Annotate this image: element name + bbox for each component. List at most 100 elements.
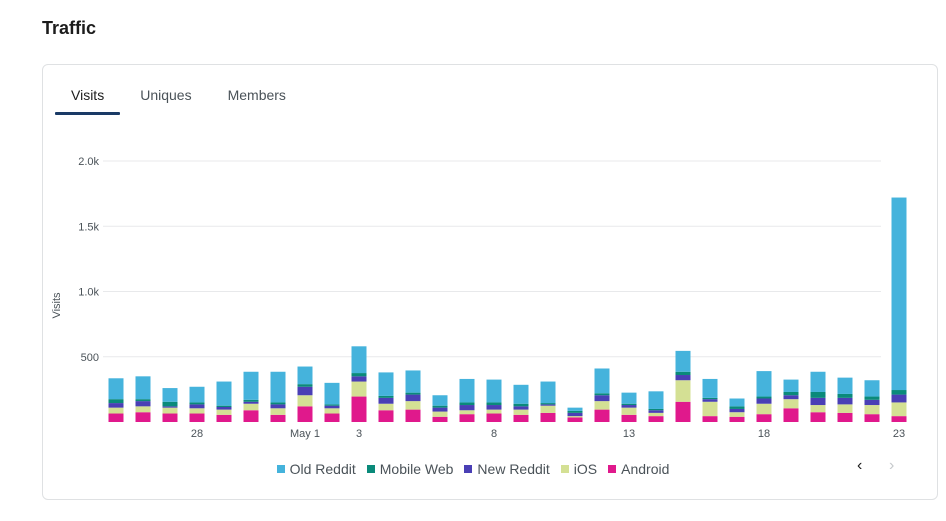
- bar-segment-mobile-web[interactable]: [594, 393, 610, 396]
- bar-segment-android[interactable]: [297, 406, 313, 422]
- bar-segment-old-reddit[interactable]: [405, 370, 421, 393]
- bar-segment-android[interactable]: [648, 416, 664, 422]
- bar-segment-android[interactable]: [162, 413, 178, 422]
- bar-segment-old-reddit[interactable]: [135, 376, 151, 400]
- bar-segment-mobile-web[interactable]: [405, 392, 421, 395]
- bar-segment-android[interactable]: [216, 414, 232, 422]
- bar-segment-ios[interactable]: [729, 412, 745, 417]
- bar-segment-android[interactable]: [729, 416, 745, 422]
- bar-segment-ios[interactable]: [891, 402, 907, 417]
- bar-segment-new-reddit[interactable]: [108, 403, 124, 408]
- bar-segment-mobile-web[interactable]: [702, 397, 718, 400]
- bar-segment-old-reddit[interactable]: [189, 386, 205, 403]
- bar-segment-old-reddit[interactable]: [540, 381, 556, 404]
- bar-segment-ios[interactable]: [567, 416, 583, 418]
- bar-segment-ios[interactable]: [675, 380, 691, 402]
- bar-segment-new-reddit[interactable]: [567, 412, 583, 417]
- bar-segment-ios[interactable]: [756, 403, 772, 415]
- bar-segment-ios[interactable]: [189, 408, 205, 414]
- bar-segment-android[interactable]: [864, 414, 880, 422]
- bar-segment-new-reddit[interactable]: [810, 397, 826, 406]
- bar-segment-new-reddit[interactable]: [216, 406, 232, 410]
- bar-segment-mobile-web[interactable]: [297, 384, 313, 387]
- bar-segment-new-reddit[interactable]: [378, 397, 394, 404]
- bar-segment-old-reddit[interactable]: [351, 346, 367, 374]
- tab-visits[interactable]: Visits: [55, 83, 121, 115]
- bar-segment-old-reddit[interactable]: [297, 366, 313, 385]
- bar-segment-old-reddit[interactable]: [567, 407, 583, 411]
- bar-segment-ios[interactable]: [648, 412, 664, 417]
- bar-segment-android[interactable]: [189, 413, 205, 422]
- chevron-right-icon[interactable]: ›: [889, 457, 895, 474]
- legend-item-android[interactable]: Android: [608, 461, 669, 477]
- bar-segment-old-reddit[interactable]: [864, 380, 880, 397]
- bar-segment-new-reddit[interactable]: [702, 399, 718, 402]
- bar-segment-android[interactable]: [783, 408, 799, 422]
- bar-segment-ios[interactable]: [216, 409, 232, 415]
- bar-segment-old-reddit[interactable]: [378, 372, 394, 396]
- bar-segment-new-reddit[interactable]: [648, 410, 664, 413]
- bar-segment-ios[interactable]: [540, 405, 556, 413]
- bar-segment-old-reddit[interactable]: [594, 368, 610, 394]
- bar-segment-ios[interactable]: [702, 401, 718, 417]
- bar-segment-android[interactable]: [378, 410, 394, 422]
- bar-segment-new-reddit[interactable]: [243, 401, 259, 404]
- bar-segment-new-reddit[interactable]: [783, 395, 799, 400]
- legend-item-ios[interactable]: iOS: [560, 461, 597, 477]
- bar-segment-new-reddit[interactable]: [540, 404, 556, 406]
- bar-segment-ios[interactable]: [405, 401, 421, 410]
- bar-segment-old-reddit[interactable]: [702, 378, 718, 398]
- bar-segment-ios[interactable]: [783, 399, 799, 409]
- legend-item-new-reddit[interactable]: New Reddit: [464, 461, 550, 477]
- bar-segment-mobile-web[interactable]: [891, 390, 907, 395]
- bar-segment-mobile-web[interactable]: [378, 395, 394, 398]
- bar-segment-android[interactable]: [540, 412, 556, 422]
- bar-segment-ios[interactable]: [243, 403, 259, 411]
- bar-segment-mobile-web[interactable]: [810, 391, 826, 398]
- bar-segment-android[interactable]: [621, 414, 637, 422]
- bar-segment-mobile-web[interactable]: [513, 403, 529, 407]
- bar-segment-mobile-web[interactable]: [729, 406, 745, 409]
- tab-uniques[interactable]: Uniques: [140, 87, 192, 103]
- bar-segment-ios[interactable]: [810, 405, 826, 413]
- bar-segment-android[interactable]: [810, 412, 826, 422]
- bar-segment-mobile-web[interactable]: [324, 404, 340, 406]
- bar-segment-ios[interactable]: [486, 409, 502, 414]
- bar-segment-mobile-web[interactable]: [351, 373, 367, 377]
- bar-segment-old-reddit[interactable]: [243, 371, 259, 400]
- bar-segment-new-reddit[interactable]: [756, 398, 772, 404]
- bar-segment-mobile-web[interactable]: [216, 405, 232, 407]
- bar-segment-new-reddit[interactable]: [513, 406, 529, 410]
- bar-segment-mobile-web[interactable]: [270, 402, 286, 405]
- bar-segment-android[interactable]: [459, 414, 475, 422]
- legend-item-old-reddit[interactable]: Old Reddit: [276, 461, 356, 477]
- bar-segment-old-reddit[interactable]: [729, 398, 745, 407]
- bar-segment-ios[interactable]: [837, 404, 853, 413]
- bar-segment-ios[interactable]: [270, 408, 286, 415]
- bar-segment-old-reddit[interactable]: [216, 381, 232, 406]
- bar-segment-new-reddit[interactable]: [459, 405, 475, 411]
- bar-segment-mobile-web[interactable]: [162, 401, 178, 407]
- bar-segment-mobile-web[interactable]: [837, 393, 853, 398]
- bar-segment-android[interactable]: [891, 416, 907, 422]
- bar-segment-android[interactable]: [486, 413, 502, 422]
- bar-segment-android[interactable]: [567, 417, 583, 422]
- bar-segment-old-reddit[interactable]: [621, 392, 637, 404]
- bar-segment-android[interactable]: [837, 412, 853, 422]
- bar-segment-android[interactable]: [270, 414, 286, 422]
- bar-segment-ios[interactable]: [324, 408, 340, 414]
- bar-segment-new-reddit[interactable]: [594, 395, 610, 402]
- bar-segment-new-reddit[interactable]: [162, 406, 178, 408]
- bar-segment-android[interactable]: [675, 401, 691, 422]
- bar-segment-mobile-web[interactable]: [648, 408, 664, 411]
- chevron-left-icon[interactable]: ‹: [857, 457, 863, 474]
- bar-segment-old-reddit[interactable]: [486, 379, 502, 403]
- bar-segment-new-reddit[interactable]: [405, 394, 421, 402]
- bar-segment-ios[interactable]: [432, 411, 448, 417]
- bar-segment-old-reddit[interactable]: [270, 371, 286, 403]
- bar-segment-new-reddit[interactable]: [486, 405, 502, 410]
- bar-segment-mobile-web[interactable]: [189, 402, 205, 405]
- tab-members[interactable]: Members: [227, 87, 286, 103]
- bar-segment-android[interactable]: [513, 414, 529, 422]
- bar-segment-mobile-web[interactable]: [756, 396, 772, 399]
